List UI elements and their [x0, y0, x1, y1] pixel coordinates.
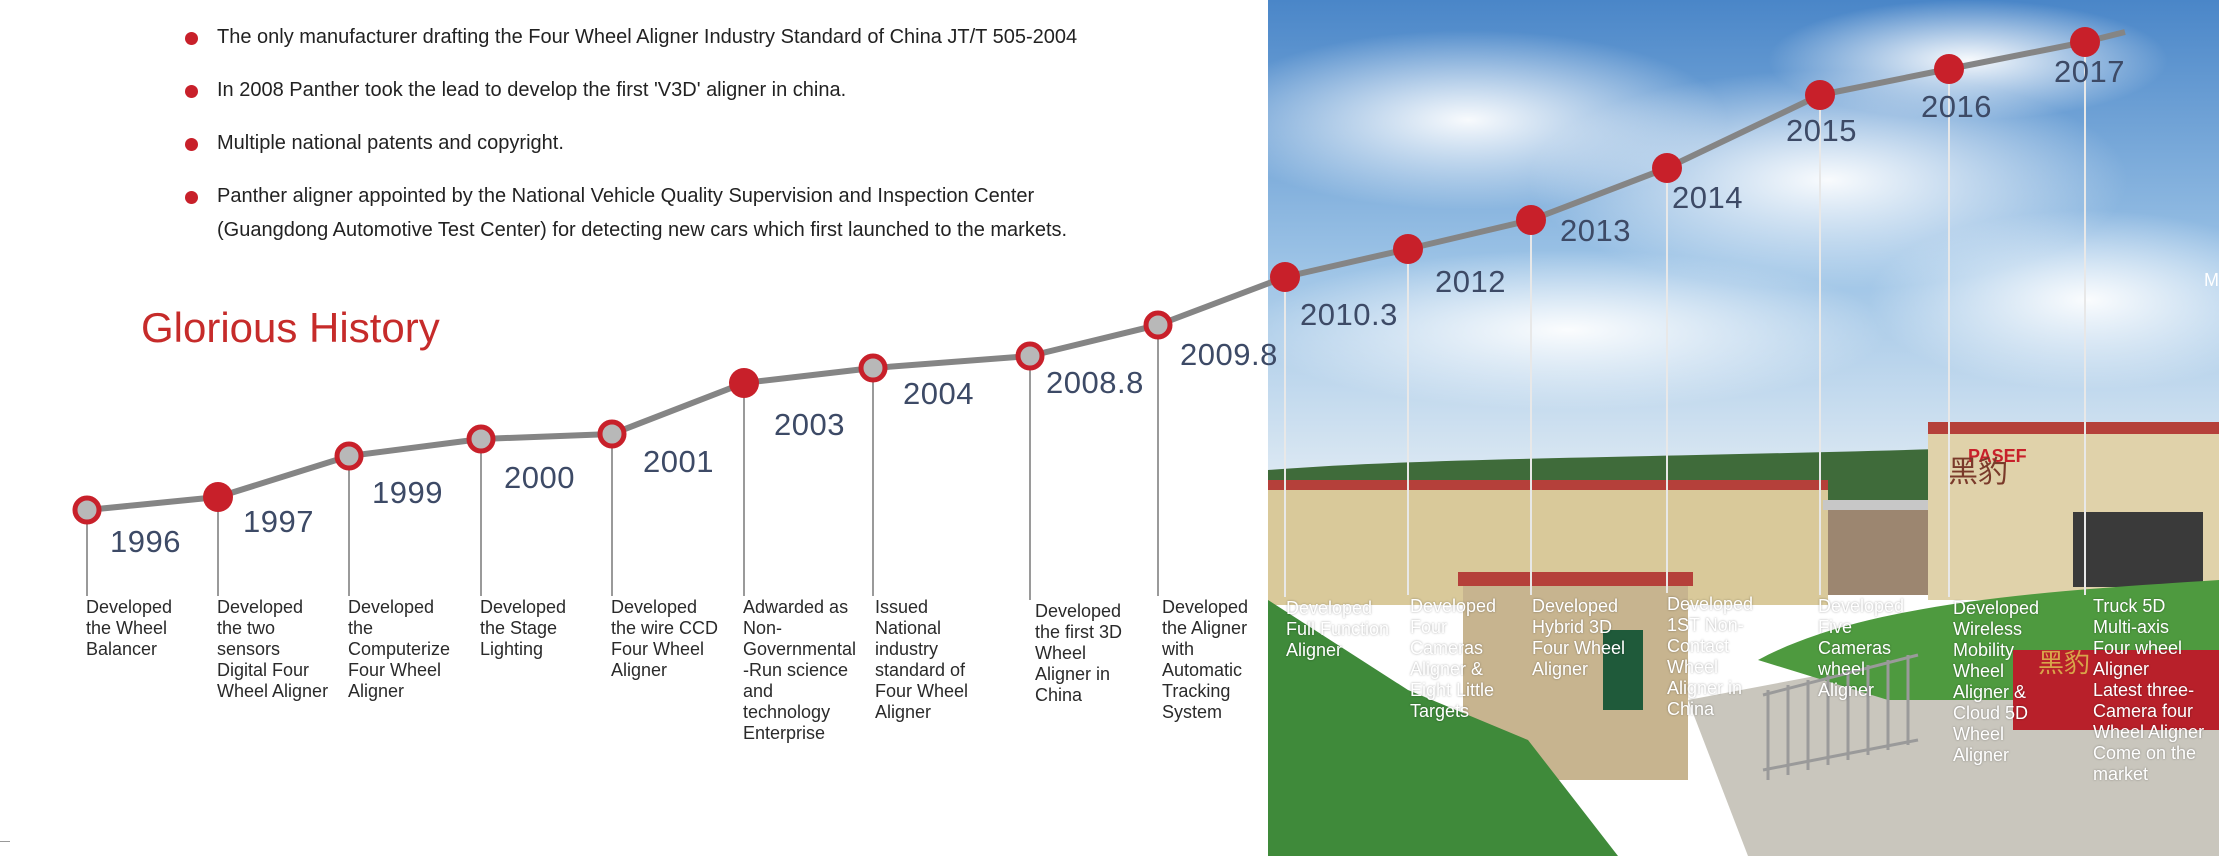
milestone-year: 1996	[110, 524, 181, 559]
bullet-item: The only manufacturer drafting the Four …	[185, 20, 1185, 54]
milestone-year: 2013	[1560, 213, 1631, 248]
guard-house-roof	[1458, 572, 1693, 586]
milestone-marker	[466, 424, 496, 454]
milestone-description: Developed the first 3D Wheel Aligner in …	[1035, 601, 1123, 705]
cropped-edge-label: M	[2204, 270, 2219, 290]
bullet-item: Multiple national patents and copyright.	[185, 126, 1185, 160]
milestone-marker	[1934, 54, 1964, 84]
milestone-year: 2012	[1435, 264, 1506, 299]
bullet-dot	[185, 191, 198, 204]
milestone-year: 2015	[1786, 113, 1857, 148]
factory-roof-right	[1928, 422, 2219, 434]
milestone-description: Truck 5D Multi-axis Four wheel Aligner L…	[2093, 596, 2205, 784]
section-title: Glorious History	[141, 304, 440, 351]
bullet-text: In 2008 Panther took the lead to develop…	[217, 79, 847, 101]
milestone-marker	[1143, 310, 1173, 340]
bullet-text: The only manufacturer drafting the Four …	[217, 26, 1078, 48]
milestone-marker	[72, 495, 102, 525]
milestone-marker	[858, 353, 888, 383]
milestone-year: 2003	[774, 407, 845, 442]
milestone-marker	[1015, 341, 1045, 371]
milestone-description: Developed Hybrid 3D Four Wheel Aligner	[1532, 596, 1626, 679]
milestone-description: Developed the Computerize Four Wheel Ali…	[348, 597, 451, 701]
bullet-text: Multiple national patents and copyright.	[217, 132, 564, 154]
factory-roof-left	[1268, 480, 1828, 490]
side-roof	[1823, 500, 1953, 510]
red-sign-wall	[2013, 650, 2219, 730]
milestone-year: 2016	[1921, 89, 1992, 124]
milestone-year: 1999	[372, 475, 443, 510]
feature-bullet-list: The only manufacturer drafting the Four …	[185, 20, 1185, 266]
milestone-description: Developed Full Function Aligner	[1286, 598, 1390, 660]
sliding-gate	[1762, 653, 1919, 780]
milestone-description: Developed 1ST Non- Contact Wheel Aligner…	[1667, 594, 1754, 719]
milestone-marker	[1805, 80, 1835, 110]
milestone-marker	[203, 482, 233, 512]
lawn-left	[1268, 600, 1618, 856]
milestone-description: Developed Wireless Mobility Wheel Aligne…	[1953, 598, 2040, 765]
milestone-marker	[729, 368, 759, 398]
milestone-description: Developed the two sensors Digital Four W…	[217, 597, 329, 701]
cloud	[1268, 250, 1888, 410]
milestone-description: Issued National industry standard of Fou…	[875, 597, 969, 722]
milestone-marker	[1652, 153, 1682, 183]
milestone-marker	[1516, 205, 1546, 235]
milestone-description: Developed the Aligner with Automatic Tra…	[1162, 597, 1249, 722]
sign-logo: 黑豹	[1948, 455, 2008, 490]
milestone-year: 2004	[903, 376, 974, 411]
bullet-item: In 2008 Panther took the lead to develop…	[185, 73, 1185, 107]
milestone-year: 2008.8	[1046, 365, 1144, 400]
cloud	[1868, 210, 2219, 390]
milestone-year: 2009.8	[1180, 337, 1278, 372]
sign-chinese-text: 黑豹	[2038, 649, 2090, 679]
milestone-description: Developed the wire CCD Four Wheel Aligne…	[611, 597, 719, 680]
milestone-description: Developed Four Cameras Aligner & Eight L…	[1410, 596, 1497, 721]
milestone-year: 1997	[243, 504, 314, 539]
sign-pasef: PASEF	[1968, 446, 2027, 466]
bullet-dot	[185, 32, 198, 45]
milestone-year: 2001	[643, 444, 714, 479]
cloud	[1768, 0, 2168, 120]
milestone-description: Developed the Stage Lighting	[480, 597, 567, 659]
milestone-description: Adwarded as Non- Governmental -Run scien…	[743, 597, 857, 743]
page-edge-tick	[0, 841, 10, 842]
milestone-marker	[1393, 234, 1423, 264]
factory-scene: PASEF 黑豹 黑豹	[1268, 0, 2219, 856]
bullet-dot	[185, 85, 198, 98]
bullet-item: Panther aligner appointed by the Nationa…	[185, 179, 1185, 247]
factory-photo: PASEF 黑豹 黑豹	[1268, 0, 2219, 856]
milestone-year: 2000	[504, 460, 575, 495]
bullet-text: Panther aligner appointed by the Nationa…	[217, 185, 1068, 241]
milestone-description: Developed Five Cameras wheel Aligner	[1818, 596, 1905, 700]
milestone-year: 2014	[1672, 180, 1743, 215]
milestone-marker	[1270, 262, 1300, 292]
garage-door	[2073, 512, 2203, 587]
guard-window	[1603, 630, 1643, 710]
milestone-description: Developed the Wheel Balancer	[86, 597, 173, 659]
milestone-marker	[597, 419, 627, 449]
milestone-marker	[2070, 27, 2100, 57]
milestone-marker	[334, 441, 364, 471]
milestone-year: 2017	[2054, 54, 2125, 89]
bullet-dot	[185, 138, 198, 151]
milestone-year: 2010.3	[1300, 297, 1398, 332]
